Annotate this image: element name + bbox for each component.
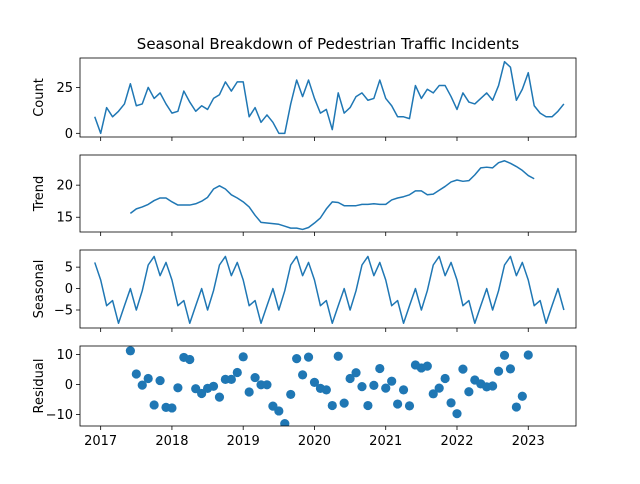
residual-point [280, 418, 290, 426]
x-tick-label: 2017 [84, 434, 117, 449]
residual-point [511, 402, 521, 412]
panel-count: 0 25 Count [32, 57, 577, 142]
residual-point [375, 363, 385, 374]
residual-point [244, 387, 254, 397]
residual-point [226, 374, 236, 384]
residual-point [327, 400, 337, 411]
series-line-count [94, 60, 565, 135]
residual-point [125, 346, 135, 356]
residual-point [345, 373, 355, 384]
y-tick-label: 0 [65, 378, 73, 393]
residual-point [185, 354, 195, 365]
residual-point [214, 392, 225, 402]
x-tick-label: 2023 [512, 434, 545, 449]
y-tick-label: 10 [56, 348, 73, 363]
panel-trend: 15 20 Trend [32, 154, 577, 236]
residual-point [369, 380, 379, 390]
residual-point [517, 391, 527, 401]
residual-point [488, 381, 498, 391]
residual-point [387, 376, 397, 386]
residual-point [458, 364, 468, 374]
residual-point [446, 398, 456, 408]
chart-title: Seasonal Breakdown of Pedestrian Traffic… [137, 35, 520, 53]
residual-point [321, 385, 331, 395]
y-tick-label: 25 [56, 81, 73, 96]
residual-point [286, 389, 296, 400]
y-tick-label: 0 [65, 127, 73, 142]
x-tick-label: 2022 [440, 434, 473, 449]
residual-point [422, 361, 432, 371]
y-tick-label: −10 [46, 408, 73, 423]
residual-point [404, 401, 415, 411]
residual-point [363, 400, 373, 411]
series-points-residual [125, 346, 533, 426]
residual-point [339, 398, 349, 408]
residual-point [167, 403, 177, 413]
x-tick-label: 2019 [227, 434, 260, 449]
residual-point [393, 399, 403, 409]
y-tick-label: 0 [65, 282, 73, 297]
axes-frame [79, 345, 577, 427]
residual-point [381, 383, 391, 393]
residual-point [452, 409, 462, 419]
residual-point [434, 383, 444, 393]
axes-frame [79, 249, 577, 329]
y-axis-label: Count [32, 78, 47, 117]
y-tick-label: −5 [54, 304, 73, 319]
residual-point [428, 389, 438, 399]
panel-residual: −10 0 10 2017 2018 2019 2020 2021 2022 2023 Residu… [32, 345, 577, 449]
residual-point [208, 381, 219, 391]
y-axis-label: Seasonal [32, 260, 47, 319]
x-tick-label: 2021 [369, 434, 402, 449]
panel-seasonal: −5 0 5 Seasonal [32, 249, 577, 332]
y-tick-label: 5 [65, 261, 73, 276]
residual-point [232, 367, 242, 378]
residual-point [238, 352, 248, 362]
residual-point [149, 400, 159, 410]
residual-point [493, 366, 504, 376]
residual-point [357, 382, 367, 392]
residual-point [250, 372, 260, 383]
series-line-seasonal [94, 255, 565, 325]
residual-point [262, 380, 272, 390]
y-axis-label: Residual [32, 359, 47, 414]
residual-point [505, 364, 516, 374]
residual-point [173, 383, 183, 393]
series-line-trend [129, 160, 535, 231]
residual-point [303, 352, 314, 362]
residual-point [333, 351, 343, 361]
axes-frame [79, 57, 577, 138]
residual-point [499, 350, 510, 360]
x-tick-label: 2018 [155, 434, 188, 449]
residual-point [351, 368, 361, 378]
residual-point [309, 377, 320, 387]
y-axis-label: Trend [32, 176, 47, 213]
residual-point [464, 387, 474, 397]
y-tick-label: 20 [56, 179, 73, 194]
y-tick-label: 15 [56, 211, 73, 226]
residual-point [143, 373, 153, 384]
residual-point [131, 369, 141, 379]
residual-point [274, 406, 284, 416]
residual-point [297, 370, 308, 380]
residual-point [523, 350, 533, 360]
residual-point [440, 373, 450, 384]
x-tick-label: 2020 [298, 434, 331, 449]
axes-frame [79, 154, 577, 233]
residual-point [398, 385, 409, 395]
residual-point [137, 380, 147, 390]
residual-point [155, 375, 165, 386]
residual-point [292, 354, 302, 364]
